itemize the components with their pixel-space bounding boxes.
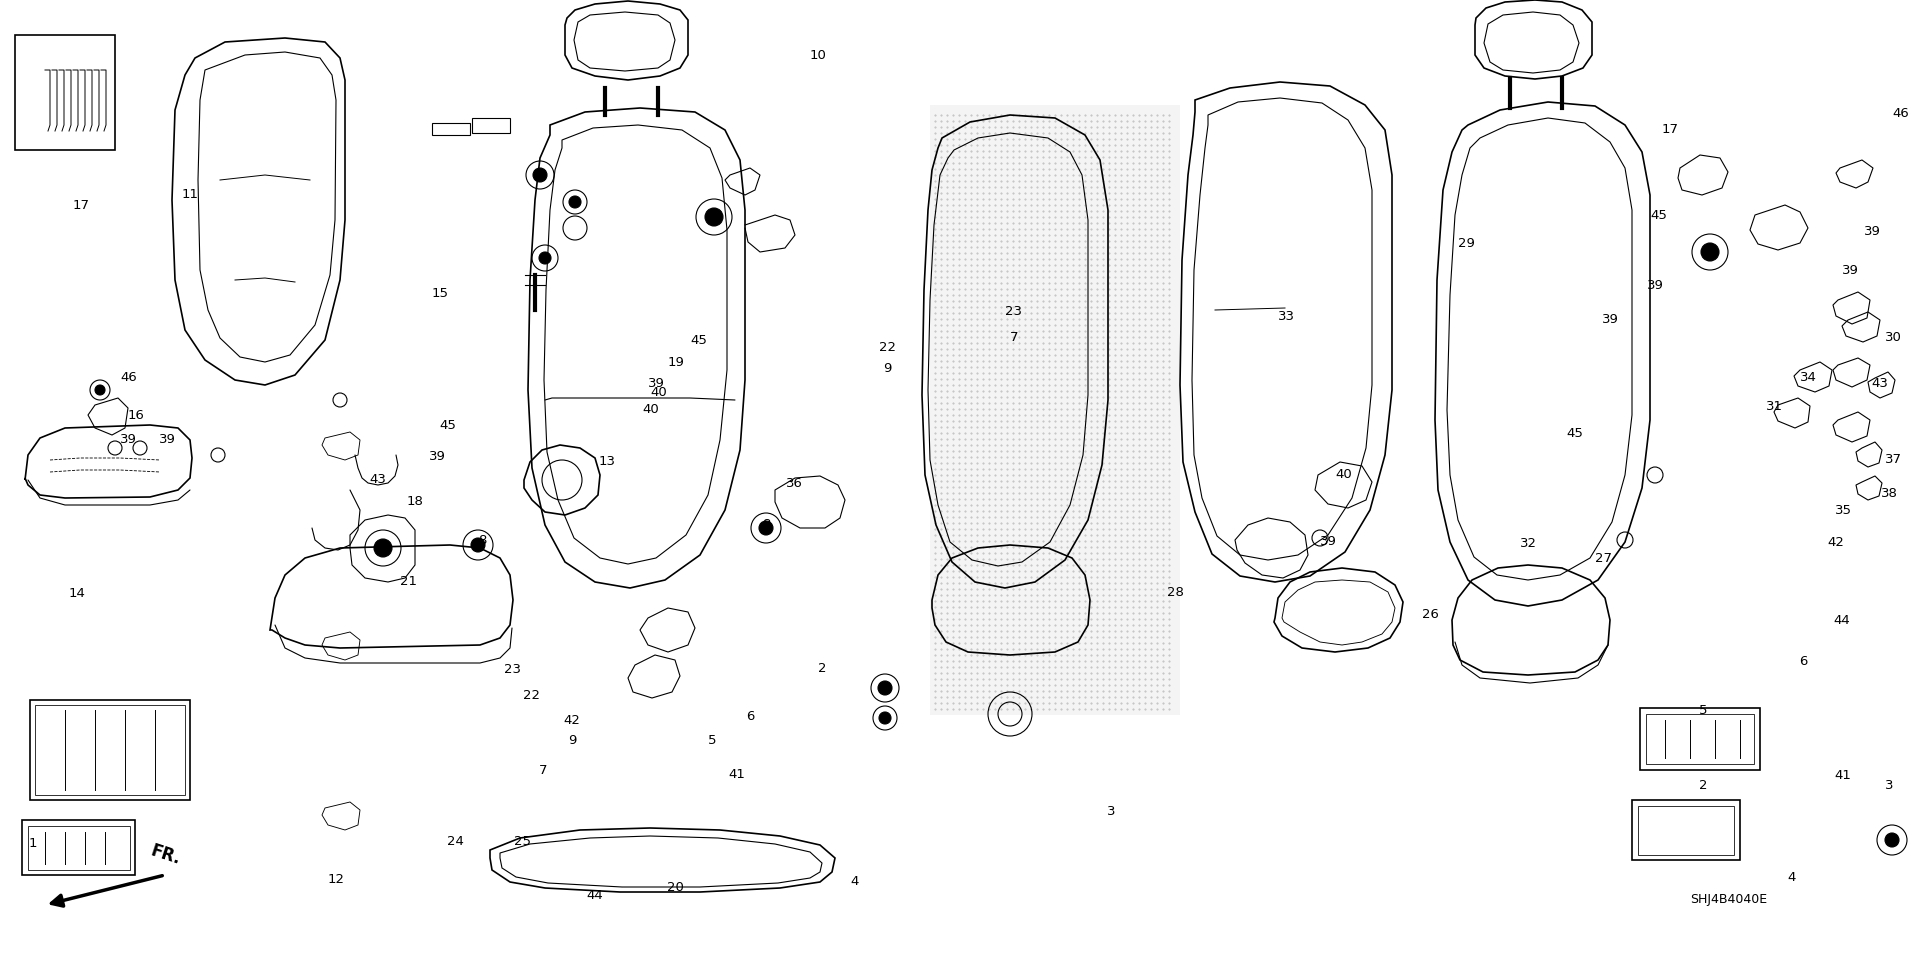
Text: 6: 6: [747, 710, 755, 723]
Text: 31: 31: [1766, 399, 1782, 413]
Text: 22: 22: [524, 689, 540, 702]
Text: 9: 9: [568, 734, 576, 747]
Text: 39: 39: [1843, 263, 1859, 277]
Text: 4: 4: [1788, 871, 1795, 884]
Text: 24: 24: [447, 834, 463, 848]
Text: 26: 26: [1423, 607, 1438, 621]
Circle shape: [470, 538, 486, 552]
Text: 3: 3: [1108, 805, 1116, 818]
Text: 2: 2: [1699, 779, 1707, 792]
Text: 39: 39: [1321, 535, 1336, 548]
Text: 11: 11: [182, 188, 198, 201]
Text: 40: 40: [651, 386, 666, 399]
Text: 32: 32: [1521, 536, 1536, 550]
Circle shape: [540, 252, 551, 264]
Circle shape: [568, 196, 582, 208]
Text: 36: 36: [787, 477, 803, 490]
Text: 1: 1: [29, 836, 36, 850]
Text: 4: 4: [851, 875, 858, 888]
Circle shape: [1701, 243, 1718, 261]
Text: 20: 20: [668, 880, 684, 894]
Text: 7: 7: [540, 764, 547, 777]
Text: 17: 17: [73, 199, 88, 213]
Text: 8: 8: [762, 518, 770, 532]
Text: 44: 44: [588, 889, 603, 902]
Text: 44: 44: [1834, 614, 1849, 627]
Text: 18: 18: [407, 494, 422, 508]
Text: 46: 46: [1893, 106, 1908, 120]
Text: 2: 2: [818, 662, 826, 675]
Text: 37: 37: [1885, 453, 1901, 467]
Text: 25: 25: [515, 834, 530, 848]
Text: 13: 13: [599, 455, 614, 468]
Text: 39: 39: [121, 433, 136, 446]
Text: 39: 39: [159, 433, 175, 446]
Text: 16: 16: [129, 409, 144, 422]
Text: 22: 22: [879, 341, 895, 354]
Text: 39: 39: [1603, 313, 1619, 327]
Text: 19: 19: [668, 355, 684, 369]
Text: 6: 6: [1799, 654, 1807, 668]
Text: 45: 45: [1567, 426, 1582, 440]
FancyBboxPatch shape: [929, 105, 1181, 715]
Text: 29: 29: [1459, 237, 1475, 250]
Text: 5: 5: [1699, 704, 1707, 718]
Text: SHJ4B4040E: SHJ4B4040E: [1690, 894, 1766, 906]
Circle shape: [879, 712, 891, 724]
Text: 12: 12: [328, 873, 344, 886]
Text: 45: 45: [440, 419, 455, 432]
Text: 3: 3: [1885, 779, 1893, 792]
Text: 45: 45: [1651, 209, 1667, 222]
Text: 8: 8: [478, 534, 486, 547]
Text: 15: 15: [432, 286, 447, 300]
Circle shape: [877, 681, 893, 695]
Circle shape: [705, 208, 724, 226]
Text: 43: 43: [1872, 376, 1887, 390]
Text: 5: 5: [708, 734, 716, 747]
Text: 39: 39: [649, 376, 664, 390]
Text: 41: 41: [1836, 769, 1851, 783]
Text: 27: 27: [1596, 552, 1611, 565]
Text: 42: 42: [1828, 536, 1843, 549]
Text: 46: 46: [121, 371, 136, 384]
Circle shape: [374, 539, 392, 557]
Text: 40: 40: [1336, 468, 1352, 481]
Text: 43: 43: [371, 472, 386, 486]
Text: FR.: FR.: [148, 841, 182, 868]
Text: 21: 21: [401, 575, 417, 588]
Text: 41: 41: [730, 767, 745, 781]
Text: 10: 10: [810, 49, 826, 62]
Text: 9: 9: [883, 362, 891, 376]
Circle shape: [1885, 833, 1899, 847]
Text: 17: 17: [1663, 123, 1678, 136]
Text: 35: 35: [1836, 504, 1851, 517]
Text: 14: 14: [69, 586, 84, 600]
Text: 39: 39: [1864, 225, 1880, 239]
Text: 23: 23: [1006, 305, 1021, 318]
Circle shape: [758, 521, 774, 535]
Text: 39: 39: [1647, 279, 1663, 292]
Text: 30: 30: [1885, 331, 1901, 344]
Text: 38: 38: [1882, 487, 1897, 500]
Text: 42: 42: [564, 714, 580, 727]
Text: 40: 40: [643, 402, 659, 416]
Text: 28: 28: [1167, 585, 1183, 599]
Circle shape: [534, 168, 547, 182]
Text: 39: 39: [430, 449, 445, 463]
Text: 7: 7: [1010, 331, 1018, 344]
Text: 23: 23: [505, 663, 520, 676]
Circle shape: [94, 385, 106, 395]
Text: 34: 34: [1801, 371, 1816, 384]
Text: 33: 33: [1279, 309, 1294, 323]
Text: 45: 45: [691, 333, 707, 347]
